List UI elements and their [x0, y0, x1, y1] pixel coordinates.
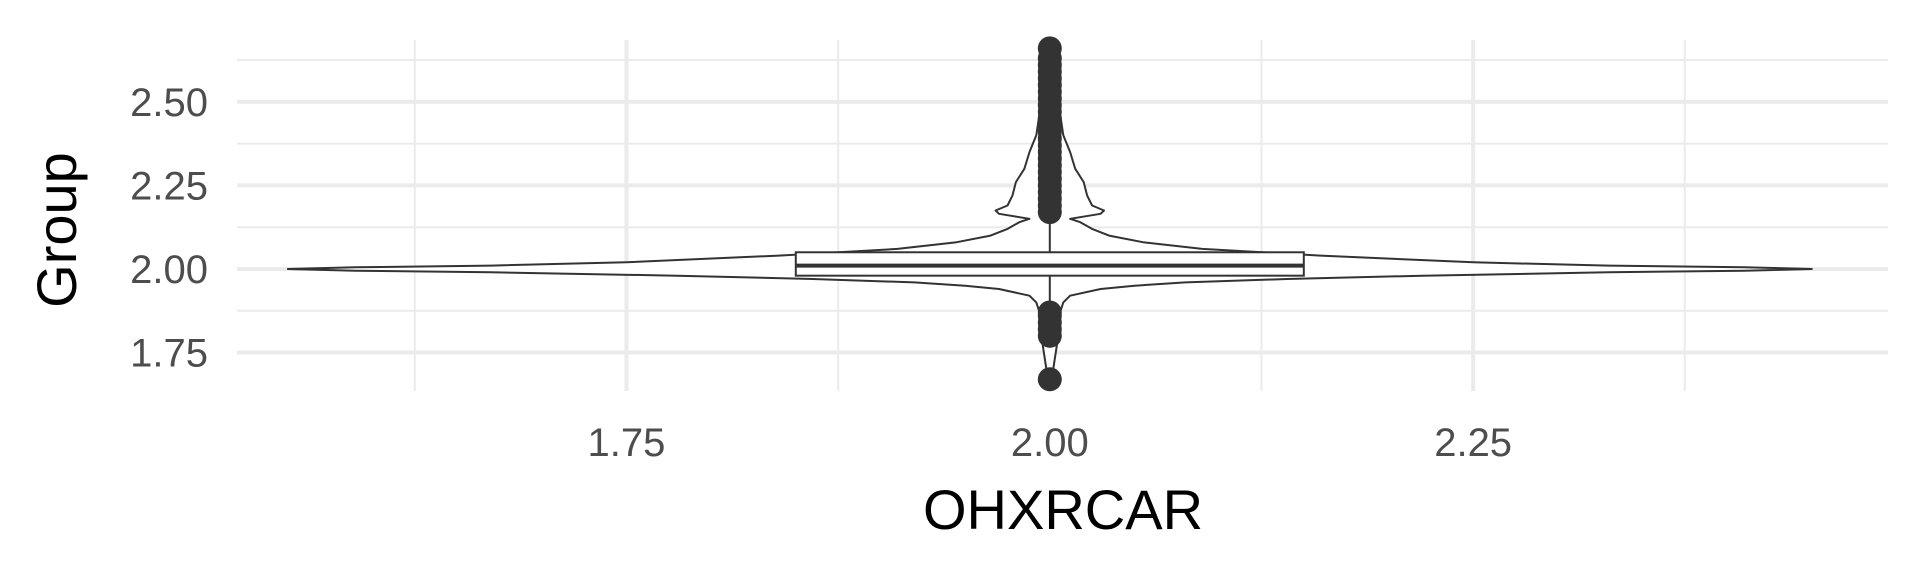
y-tick-label: 2.50: [130, 81, 208, 125]
outlier-point: [1037, 300, 1062, 325]
outlier-point: [1037, 36, 1062, 61]
y-axis-title: Group: [25, 152, 88, 308]
outlier-layer: [1037, 36, 1062, 392]
tick-labels: 1.75 2.00 2.25 1.75 2.00 2.25 2.50: [130, 81, 1512, 465]
outlier-point: [1037, 367, 1062, 392]
x-tick-label: 2.25: [1434, 421, 1512, 465]
y-tick-label: 2.00: [130, 248, 208, 292]
boxplot-layer: [794, 212, 1305, 310]
y-tick-label: 1.75: [130, 332, 208, 376]
y-tick-label: 2.25: [130, 164, 208, 208]
x-axis-title: OHXRCAR: [923, 478, 1203, 541]
x-tick-label: 2.00: [1011, 421, 1089, 465]
x-tick-label: 1.75: [588, 421, 666, 465]
